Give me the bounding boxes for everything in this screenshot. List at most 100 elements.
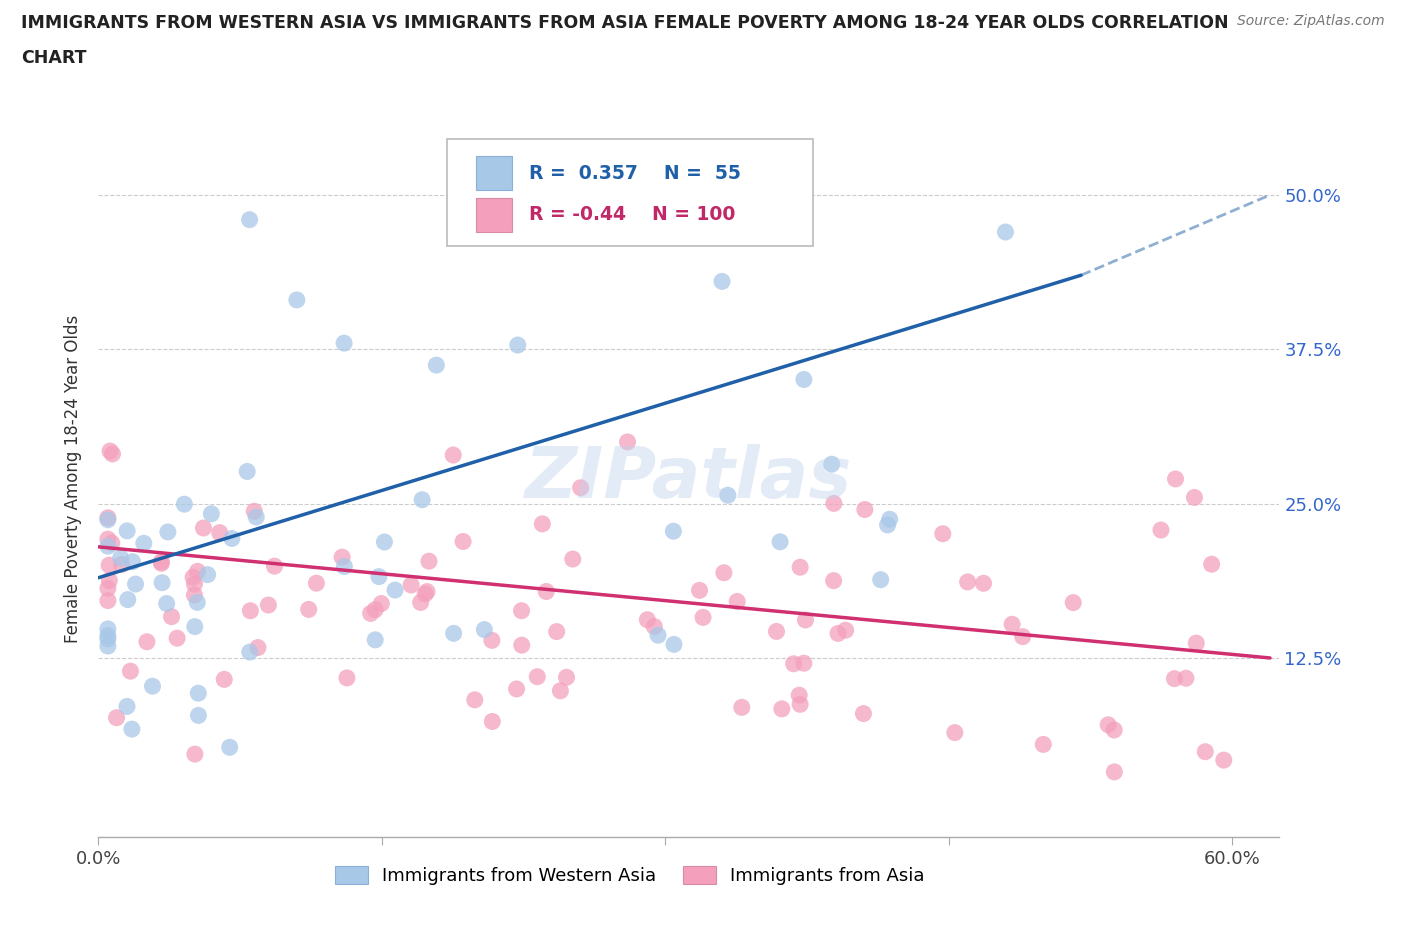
Point [441,447,464,462]
Point [827,626,849,641]
Point [364,632,387,647]
Point [531,516,554,531]
Point [717,488,740,503]
Point [413,587,436,602]
Point [166,631,188,645]
Legend: Immigrants from Western Asia, Immigrants from Asia: Immigrants from Western Asia, Immigrants… [328,858,932,893]
Point [156,596,179,611]
Point [97,538,120,553]
Point [111,557,134,572]
Point [789,560,811,575]
Point [713,565,735,580]
Point [787,688,810,703]
Text: R =  0.357    N =  55: R = 0.357 N = 55 [530,164,741,182]
Point [647,628,669,643]
Point [124,577,146,591]
Point [141,679,163,694]
Point [370,596,392,611]
Point [1001,617,1024,631]
Point [184,619,207,634]
Point [569,480,592,495]
Point [1163,671,1185,686]
Point [285,293,308,308]
Point [711,274,734,289]
Text: R = -0.44    N = 100: R = -0.44 N = 100 [530,206,735,224]
Point [298,602,321,617]
Point [616,434,638,449]
Point [823,496,845,511]
Point [956,575,979,590]
Point [793,656,815,671]
Point [409,595,432,610]
Point [105,711,128,725]
Point [150,576,173,591]
Point [110,551,132,565]
Point [245,510,267,525]
Point [852,706,875,721]
Point [823,573,845,588]
Point [97,581,120,596]
Point [115,524,138,538]
Point [239,604,262,618]
FancyBboxPatch shape [477,156,512,191]
Point [208,525,231,540]
Point [789,697,811,711]
Point [481,633,503,648]
Point [239,644,262,659]
Point [186,595,208,610]
Point [1062,595,1084,610]
Point [115,699,138,714]
Point [869,572,891,587]
Point [1011,630,1033,644]
Point [373,535,395,550]
Point [183,577,205,591]
Text: Source: ZipAtlas.com: Source: ZipAtlas.com [1237,14,1385,28]
Point [994,224,1017,239]
Point [236,464,259,479]
Point [769,535,792,550]
Point [418,553,440,568]
Point [876,517,898,532]
Point [794,613,817,628]
Point [1164,472,1187,486]
Point [246,640,269,655]
Point [97,631,120,646]
Point [636,612,658,627]
Point [101,446,124,461]
Point [1174,671,1197,685]
Point [184,747,207,762]
Point [98,444,121,458]
Point [643,619,665,634]
Point [197,567,219,582]
Point [1097,717,1119,732]
Point [411,492,433,507]
Point [425,358,447,373]
Point [150,556,173,571]
Point [561,551,583,566]
Point [451,534,474,549]
Point [526,670,548,684]
Point [132,536,155,551]
Point [121,722,143,737]
Point [98,573,121,588]
Point [193,521,215,536]
Point [97,532,120,547]
Point [186,564,208,578]
Point [834,623,856,638]
Point [330,550,353,565]
Point [187,708,209,723]
Point [793,372,815,387]
Point [368,569,391,584]
Point [536,584,558,599]
Point [782,657,804,671]
Point [121,554,143,569]
Point [399,578,422,592]
Point [150,554,173,569]
Point [1184,490,1206,505]
Point [821,457,844,472]
Point [97,621,120,636]
Point [505,682,527,697]
Point [1150,523,1173,538]
Point [443,626,465,641]
Point [1104,764,1126,779]
